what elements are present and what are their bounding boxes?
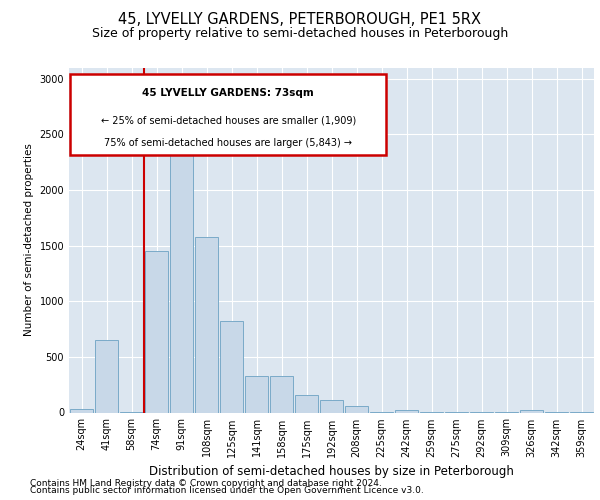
Text: Contains public sector information licensed under the Open Government Licence v3: Contains public sector information licen… <box>30 486 424 495</box>
Bar <box>245 376 268 412</box>
Text: ← 25% of semi-detached houses are smaller (1,909): ← 25% of semi-detached houses are smalle… <box>101 116 356 126</box>
Bar <box>194 236 218 412</box>
Text: 45, LYVELLY GARDENS, PETERBOROUGH, PE1 5RX: 45, LYVELLY GARDENS, PETERBOROUGH, PE1 5… <box>119 12 482 28</box>
Bar <box>320 400 343 412</box>
Bar <box>170 134 193 412</box>
Text: 45 LYVELLY GARDENS: 73sqm: 45 LYVELLY GARDENS: 73sqm <box>143 88 314 98</box>
Bar <box>95 340 118 412</box>
Bar <box>145 251 169 412</box>
X-axis label: Distribution of semi-detached houses by size in Peterborough: Distribution of semi-detached houses by … <box>149 465 514 478</box>
Y-axis label: Number of semi-detached properties: Number of semi-detached properties <box>24 144 34 336</box>
Bar <box>395 410 418 412</box>
Bar <box>70 74 386 156</box>
Bar <box>295 395 319 412</box>
Bar <box>520 410 544 412</box>
Bar <box>269 376 293 412</box>
Text: 75% of semi-detached houses are larger (5,843) →: 75% of semi-detached houses are larger (… <box>104 138 352 148</box>
Text: Size of property relative to semi-detached houses in Peterborough: Size of property relative to semi-detach… <box>92 28 508 40</box>
Text: Contains HM Land Registry data © Crown copyright and database right 2024.: Contains HM Land Registry data © Crown c… <box>30 478 382 488</box>
Bar <box>220 321 244 412</box>
Bar <box>344 406 368 412</box>
Bar <box>70 409 94 412</box>
